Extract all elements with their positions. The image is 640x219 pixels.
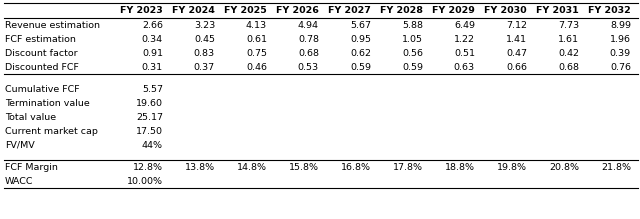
Text: 0.62: 0.62 [350,48,371,58]
Text: 0.56: 0.56 [402,48,423,58]
Text: FY 2027: FY 2027 [328,6,371,15]
Text: 5.67: 5.67 [350,21,371,30]
Text: 7.12: 7.12 [506,21,527,30]
Text: 1.05: 1.05 [402,35,423,44]
Text: 1.41: 1.41 [506,35,527,44]
Text: Discount factor: Discount factor [5,48,77,58]
Text: Discounted FCF: Discounted FCF [5,62,79,71]
Text: 0.76: 0.76 [610,62,631,71]
Text: FY 2025: FY 2025 [223,6,266,15]
Text: 1.22: 1.22 [454,35,475,44]
Text: Current market cap: Current market cap [5,127,98,136]
Text: 8.99: 8.99 [610,21,631,30]
Text: FY 2028: FY 2028 [380,6,422,15]
Text: 15.8%: 15.8% [289,162,319,171]
Text: 13.8%: 13.8% [185,162,215,171]
Text: 5.57: 5.57 [142,85,163,94]
Text: FY 2032: FY 2032 [588,6,630,15]
Text: 0.59: 0.59 [402,62,423,71]
Text: 17.8%: 17.8% [393,162,423,171]
Text: 16.8%: 16.8% [341,162,371,171]
Text: 0.61: 0.61 [246,35,267,44]
Text: 6.49: 6.49 [454,21,475,30]
Text: 0.59: 0.59 [350,62,371,71]
Text: 0.83: 0.83 [194,48,215,58]
Text: 0.31: 0.31 [142,62,163,71]
Text: 0.39: 0.39 [610,48,631,58]
Text: Revenue estimation: Revenue estimation [5,21,100,30]
Text: 20.8%: 20.8% [549,162,579,171]
Text: 25.17: 25.17 [136,113,163,122]
Text: FY 2024: FY 2024 [172,6,214,15]
Text: 4.13: 4.13 [246,21,267,30]
Text: 17.50: 17.50 [136,127,163,136]
Text: 0.51: 0.51 [454,48,475,58]
Text: 0.47: 0.47 [506,48,527,58]
Text: WACC: WACC [5,177,33,185]
Text: 18.8%: 18.8% [445,162,475,171]
Text: FY 2031: FY 2031 [536,6,579,15]
Text: 12.8%: 12.8% [133,162,163,171]
Text: 0.53: 0.53 [298,62,319,71]
Text: 4.94: 4.94 [298,21,319,30]
Text: 21.8%: 21.8% [601,162,631,171]
Text: 0.95: 0.95 [350,35,371,44]
Text: 2.66: 2.66 [142,21,163,30]
Text: 1.96: 1.96 [610,35,631,44]
Text: 7.73: 7.73 [558,21,579,30]
Text: FY 2023: FY 2023 [120,6,163,15]
Text: FV/MV: FV/MV [5,141,35,150]
Text: FCF estimation: FCF estimation [5,35,76,44]
Text: Termination value: Termination value [5,99,90,108]
Text: 44%: 44% [142,141,163,150]
Text: 0.42: 0.42 [558,48,579,58]
Text: 0.37: 0.37 [194,62,215,71]
Text: 1.61: 1.61 [558,35,579,44]
Text: 19.8%: 19.8% [497,162,527,171]
Text: Total value: Total value [5,113,56,122]
Text: 3.23: 3.23 [194,21,215,30]
Text: 10.00%: 10.00% [127,177,163,185]
Text: 0.66: 0.66 [506,62,527,71]
Text: 14.8%: 14.8% [237,162,267,171]
Text: FCF Margin: FCF Margin [5,162,58,171]
Text: 19.60: 19.60 [136,99,163,108]
Text: FY 2026: FY 2026 [276,6,319,15]
Text: 0.68: 0.68 [558,62,579,71]
Text: 0.34: 0.34 [142,35,163,44]
Text: 0.75: 0.75 [246,48,267,58]
Text: 0.63: 0.63 [454,62,475,71]
Text: 0.45: 0.45 [194,35,215,44]
Text: Cumulative FCF: Cumulative FCF [5,85,79,94]
Text: 0.78: 0.78 [298,35,319,44]
Text: 0.68: 0.68 [298,48,319,58]
Text: FY 2029: FY 2029 [431,6,474,15]
Text: 0.46: 0.46 [246,62,267,71]
Text: FY 2030: FY 2030 [484,6,526,15]
Text: 5.88: 5.88 [402,21,423,30]
Text: 0.91: 0.91 [142,48,163,58]
